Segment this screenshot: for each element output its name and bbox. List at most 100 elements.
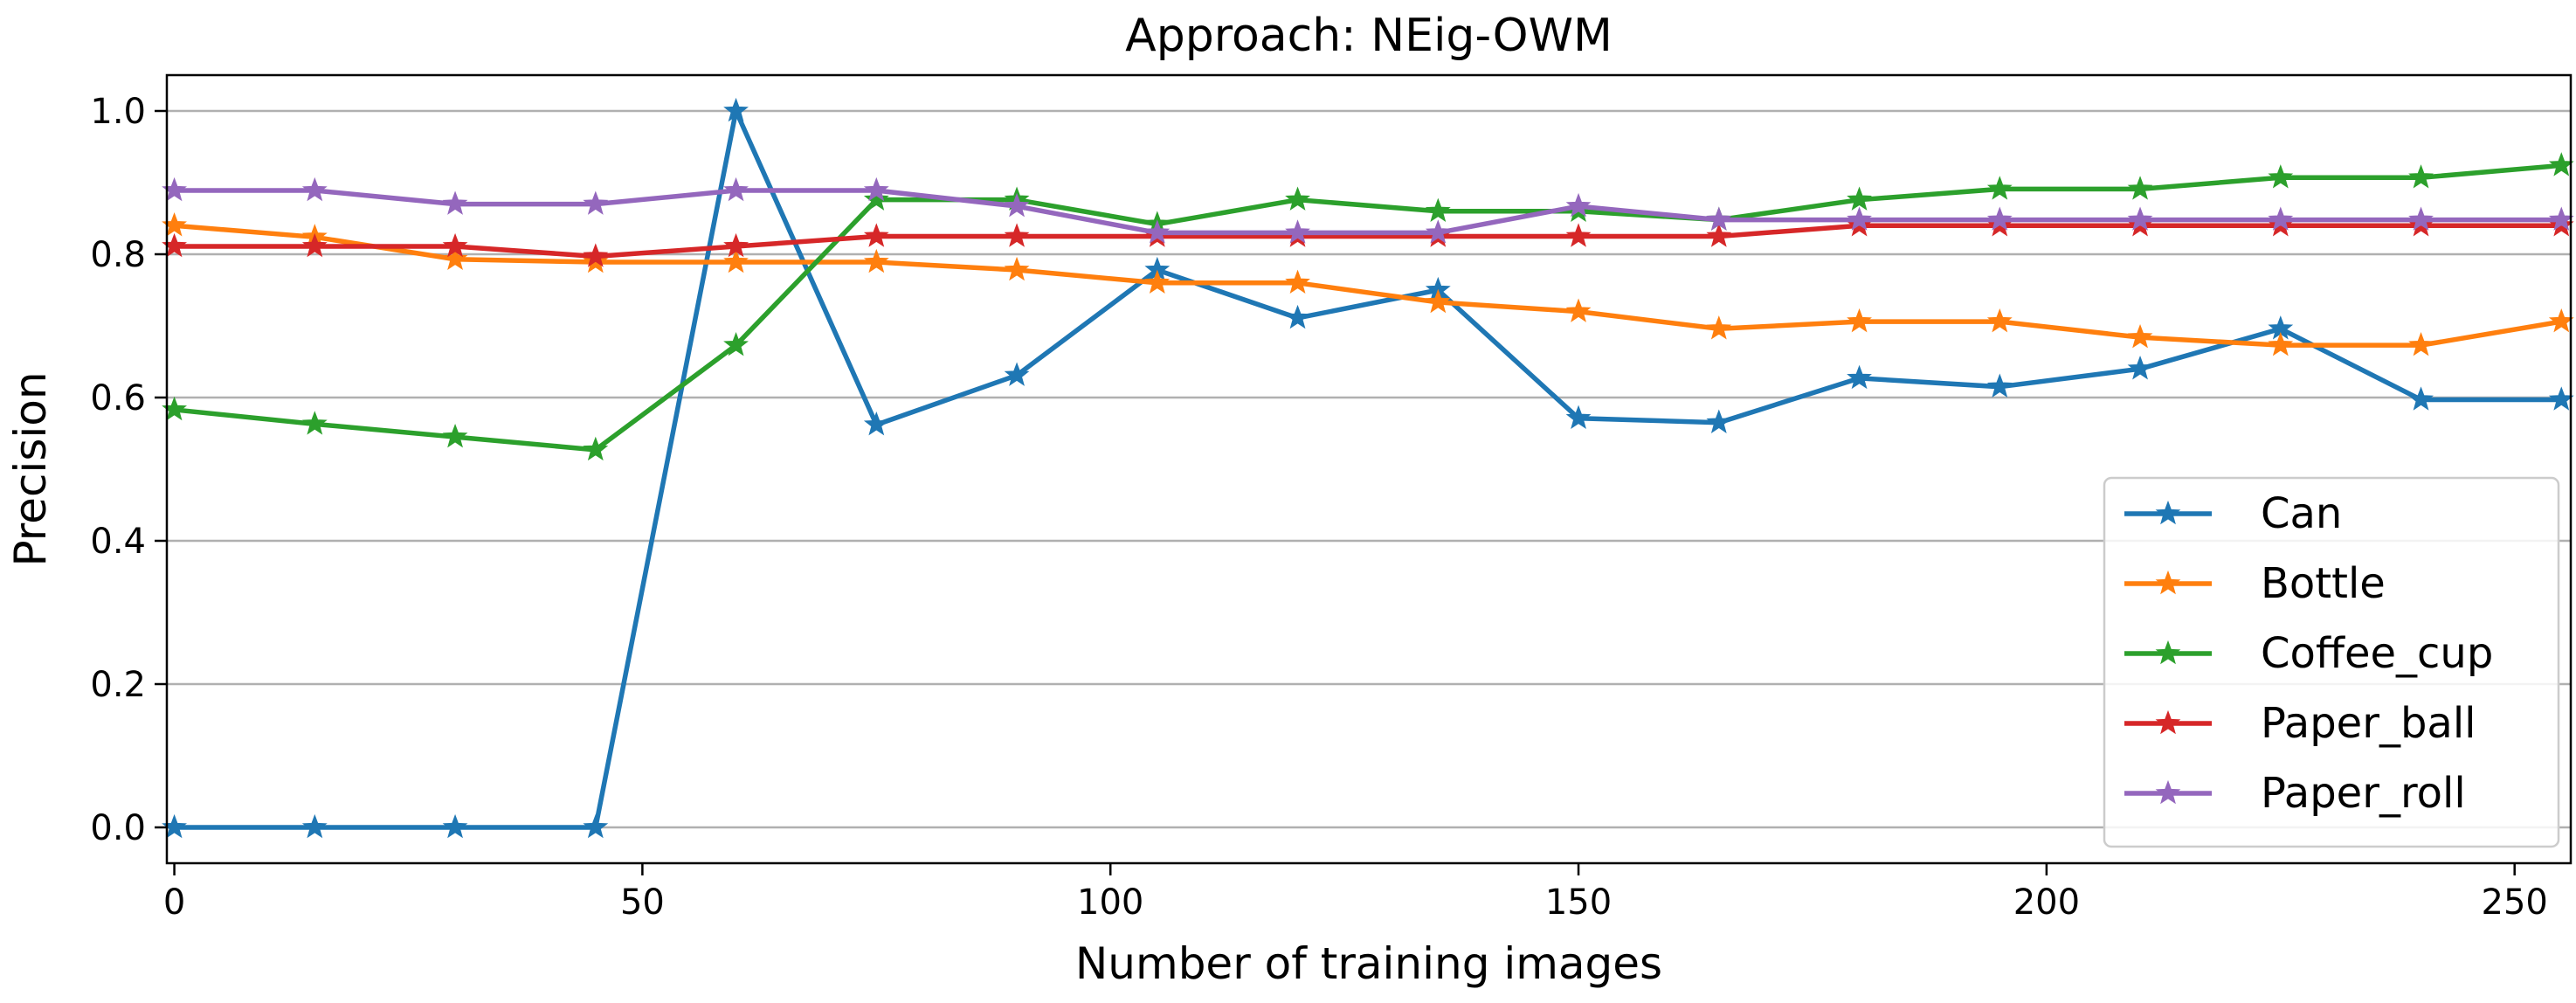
series-can — [162, 97, 2574, 839]
legend: Can Bottle Coffee_cup Paper_ball Paper_roll — [2103, 476, 2560, 848]
data-point — [1565, 405, 1592, 430]
data-point — [2408, 206, 2434, 231]
data-point — [1986, 206, 2013, 231]
y-tick-label: 0.8 — [90, 235, 146, 275]
data-point — [1706, 223, 1732, 247]
data-point — [1425, 219, 1451, 244]
y-tick-label: 1.0 — [90, 92, 146, 132]
x-tick-label: 150 — [1545, 882, 1612, 923]
data-point — [1144, 219, 1171, 244]
data-point — [1847, 364, 1872, 390]
data-point — [1986, 373, 2013, 398]
data-point — [723, 248, 749, 273]
data-point — [2548, 386, 2574, 411]
data-point — [1004, 223, 1030, 247]
legend-marker — [2155, 779, 2181, 805]
data-point — [723, 331, 749, 356]
legend-box — [2103, 476, 2560, 848]
x-axis-label: Number of training images — [1075, 938, 1662, 989]
data-point — [301, 176, 328, 202]
data-point — [1425, 288, 1451, 314]
data-point — [583, 190, 609, 215]
data-point — [2408, 331, 2434, 356]
series-lines — [162, 97, 2574, 839]
data-point — [1004, 256, 1030, 281]
data-point — [2408, 164, 2434, 189]
y-tick-label: 0.6 — [90, 378, 146, 418]
data-point — [301, 813, 328, 839]
data-point — [2548, 152, 2574, 176]
legend-entry: Can — [2124, 489, 2342, 538]
legend-marker — [2155, 500, 2181, 525]
data-point — [1706, 409, 1732, 433]
data-point — [1285, 304, 1310, 329]
series-coffee-cup — [162, 152, 2574, 461]
legend-label: Paper_roll — [2261, 769, 2466, 818]
data-point — [1986, 176, 2013, 200]
data-point — [723, 97, 749, 122]
series-paper-roll — [162, 176, 2574, 244]
x-tick-label: 200 — [2013, 882, 2080, 923]
data-point — [1285, 219, 1310, 244]
data-point — [1004, 192, 1030, 218]
data-point — [1847, 186, 1872, 211]
y-tick-label: 0.2 — [90, 665, 146, 705]
legend-marker — [2155, 570, 2181, 595]
series-line — [171, 163, 2565, 453]
legend-label: Coffee_cup — [2261, 629, 2493, 678]
x-tick-label: 0 — [163, 882, 185, 923]
legend-entry: Paper_roll — [2124, 769, 2466, 818]
legend-entry: Bottle — [2124, 559, 2386, 608]
data-point — [863, 186, 889, 211]
data-point — [442, 246, 468, 270]
y-tick-label: 0.4 — [90, 522, 146, 562]
data-point — [2127, 356, 2153, 380]
data-point — [1004, 362, 1030, 386]
legend-marker — [2155, 709, 2181, 735]
legend-entry: Coffee_cup — [2124, 629, 2493, 678]
data-point — [2268, 164, 2294, 189]
data-point — [1565, 192, 1592, 218]
data-point — [2127, 176, 2153, 200]
x-tick-label: 100 — [1077, 882, 1143, 923]
data-point — [1706, 206, 1732, 231]
data-point — [2127, 323, 2153, 349]
data-point — [1144, 269, 1171, 294]
data-point — [583, 243, 609, 267]
data-point — [723, 176, 749, 202]
data-point — [2268, 331, 2294, 356]
data-point — [2268, 206, 2294, 231]
data-point — [442, 813, 468, 839]
data-point — [863, 176, 889, 202]
chart-title: Approach: NEig-OWM — [1125, 10, 1613, 62]
x-tick-label: 50 — [620, 882, 665, 923]
data-point — [1565, 223, 1592, 247]
data-point — [1847, 308, 1872, 333]
data-point — [1425, 197, 1451, 223]
data-point — [863, 248, 889, 273]
data-point — [863, 223, 889, 247]
series-line — [171, 188, 2565, 236]
data-point — [2127, 206, 2153, 231]
plot-frame — [165, 73, 2573, 865]
legend-marker — [2155, 640, 2181, 665]
data-point — [2408, 386, 2434, 411]
data-point — [2548, 308, 2574, 333]
legend-label: Bottle — [2261, 559, 2386, 608]
data-point — [1986, 308, 2013, 333]
x-tick-label: 250 — [2482, 882, 2548, 923]
data-point — [442, 423, 468, 448]
data-point — [2548, 206, 2574, 231]
data-point — [1285, 186, 1310, 211]
series-line — [171, 223, 2565, 348]
data-point — [1847, 206, 1872, 231]
axis-ticks: 0.0 0.2 0.4 0.6 0.8 1.0 0 50 100 150 200 250 — [90, 92, 2548, 923]
series-line — [171, 108, 2565, 830]
data-point — [583, 813, 609, 839]
data-point — [301, 411, 328, 435]
data-point — [1285, 269, 1310, 294]
data-point — [442, 190, 468, 215]
data-point — [1565, 298, 1592, 322]
data-point — [863, 412, 889, 436]
